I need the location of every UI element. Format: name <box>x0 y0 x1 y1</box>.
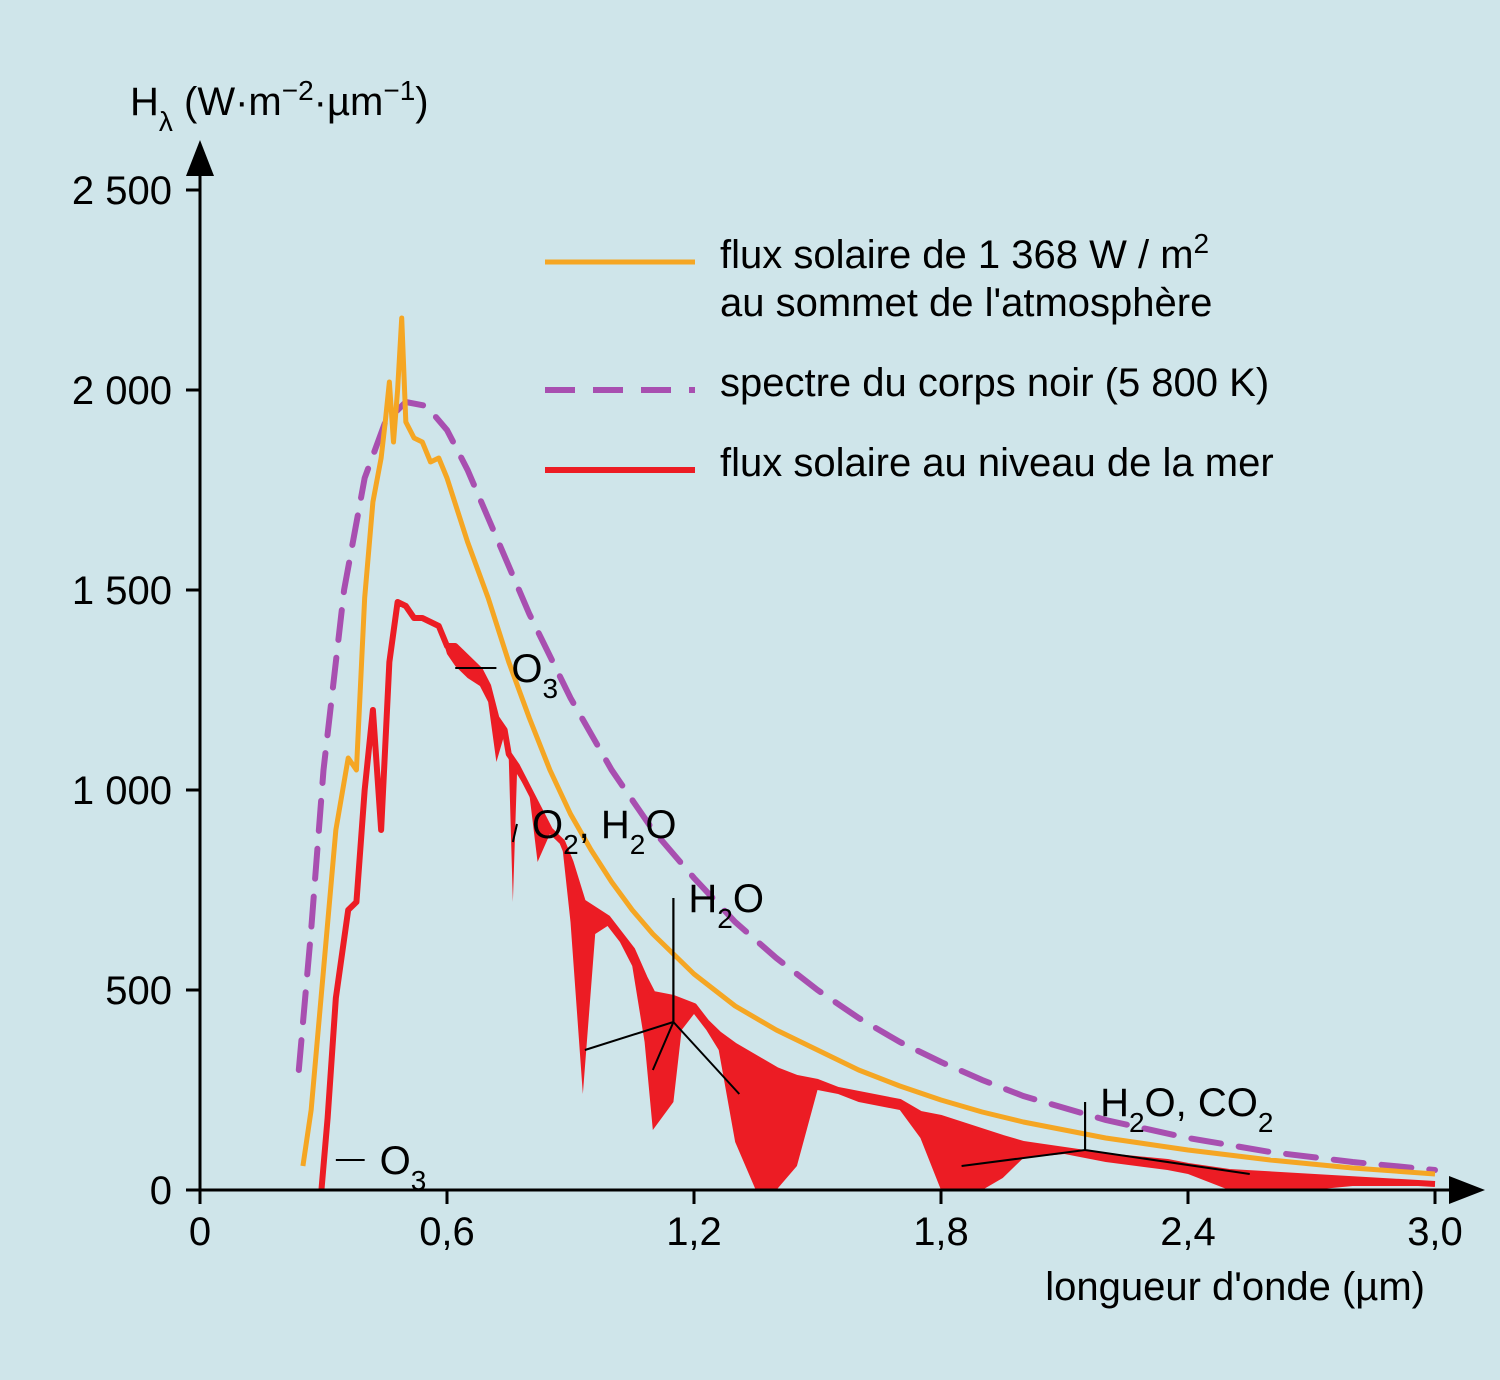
xtick-label: 3,0 <box>1407 1210 1463 1254</box>
ytick-label: 2 000 <box>72 369 172 413</box>
x-axis-title: longueur d'onde (µm) <box>1045 1265 1425 1309</box>
xtick-label: 2,4 <box>1160 1210 1216 1254</box>
legend-label: au sommet de l'atmosphère <box>720 281 1212 325</box>
xtick-label: 0 <box>189 1210 211 1254</box>
xtick-label: 1,2 <box>666 1210 722 1254</box>
xtick-label: 0,6 <box>419 1210 475 1254</box>
legend-label: flux solaire de 1 368 W / m2 <box>720 228 1209 278</box>
ytick-label: 1 500 <box>72 569 172 613</box>
legend-label: spectre du corps noir (5 800 K) <box>720 361 1269 405</box>
xtick-label: 1,8 <box>913 1210 969 1254</box>
ytick-label: 2 500 <box>72 169 172 213</box>
ytick-label: 500 <box>105 969 172 1013</box>
ytick-label: 0 <box>150 1169 172 1213</box>
ytick-label: 1 000 <box>72 769 172 813</box>
legend-label: flux solaire au niveau de la mer <box>720 441 1274 485</box>
solar-spectrum-chart: 0 500 1 000 1 500 2 000 2 500 0 0,6 1,2 1,8 2,4 3,0… <box>0 0 1500 1380</box>
